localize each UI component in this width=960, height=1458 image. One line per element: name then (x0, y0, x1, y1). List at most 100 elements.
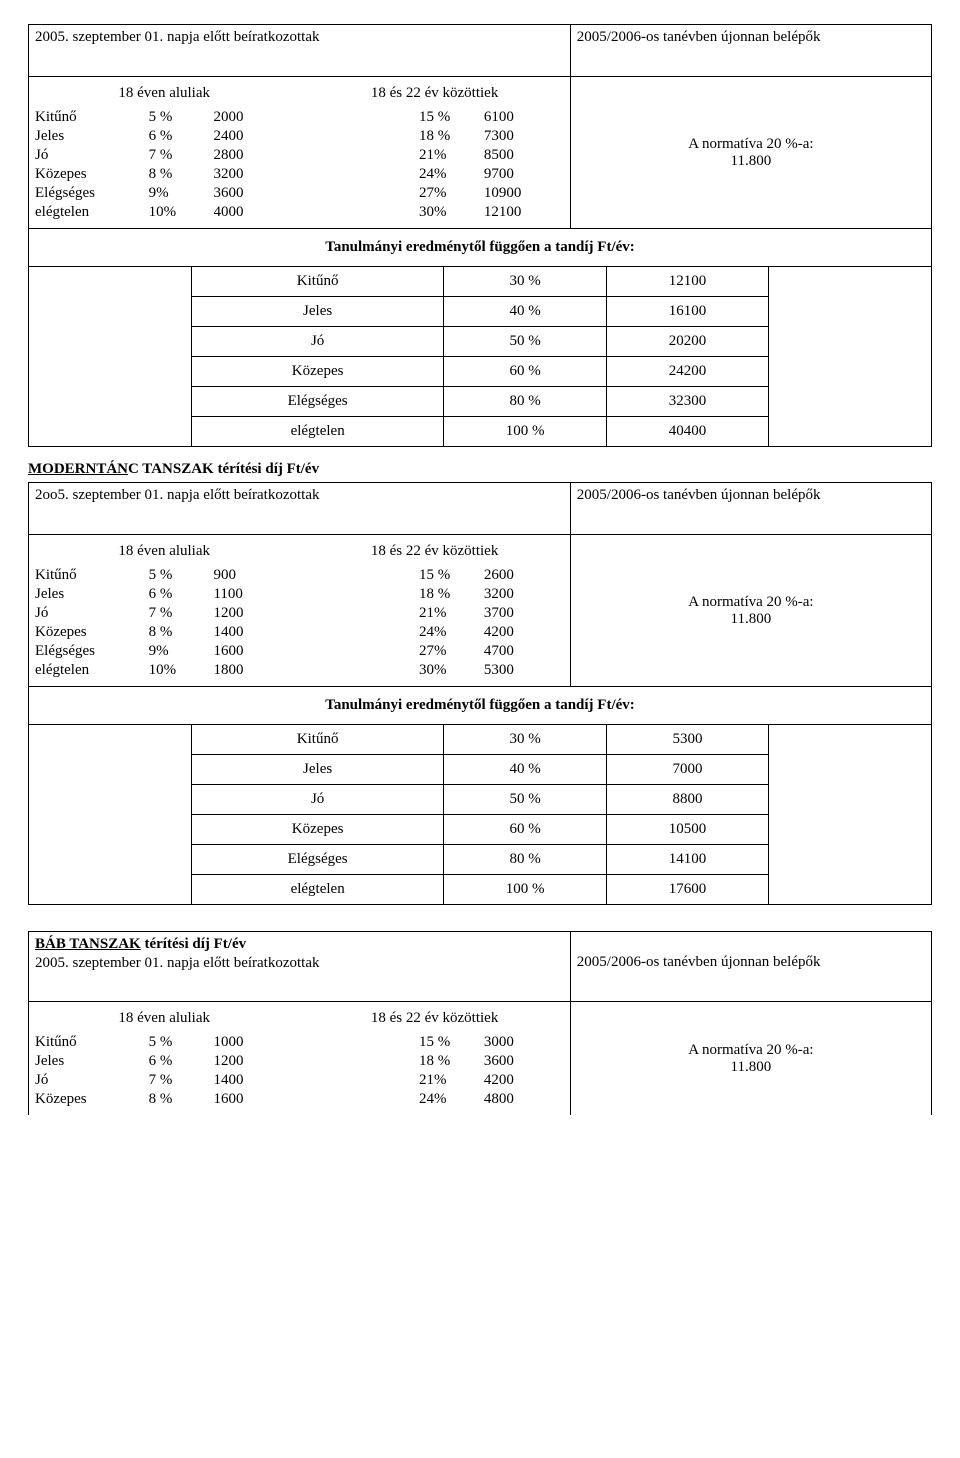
bab-header-new: 2005/2006-os tanévben újonnan belépők (577, 954, 821, 970)
val-cell: 12100 (478, 203, 570, 222)
val-cell: 1400 (207, 1071, 299, 1090)
tandij-grade: Kitűnő (191, 267, 444, 297)
grade-cell: Közepes (29, 1090, 143, 1109)
tandij-side-r (769, 297, 931, 327)
pct-cell: 7 % (143, 146, 208, 165)
tandij-side-r (769, 357, 931, 387)
tandij-side-l (29, 815, 191, 845)
val-cell: 3200 (207, 165, 299, 184)
grade-cell (299, 661, 413, 680)
bab-between: 18 és 22 év közöttiek (299, 1010, 569, 1027)
grade-cell (299, 1052, 413, 1071)
pct-cell: 6 % (143, 127, 208, 146)
val-cell: 1100 (207, 585, 299, 604)
bab-title-u: BÁB TANSZAK (35, 936, 141, 952)
pct-cell: 10% (143, 203, 208, 222)
modern-right-rates: 15 %260018 %320021%370024%420027%470030%… (299, 566, 569, 680)
pct-cell: 10% (143, 661, 208, 680)
tandij-grade: Jó (191, 785, 444, 815)
rate-row: 18 %7300 (299, 127, 569, 146)
val-cell: 3000 (478, 1033, 570, 1052)
tandij-side-l (29, 725, 191, 755)
pct-cell: 21% (413, 1071, 478, 1090)
tandij-pct: 60 % (444, 815, 606, 845)
tandij-row: Jeles40 %16100 (29, 297, 931, 327)
tandij-side-r (769, 387, 931, 417)
val-cell: 1200 (207, 1052, 299, 1071)
rate-row: 24%4200 (299, 623, 569, 642)
grade-cell (299, 127, 413, 146)
grade-cell (299, 1090, 413, 1109)
tandij-side-r (769, 725, 931, 755)
rate-row: Kitűnő5 %2000 (29, 108, 299, 127)
val-cell: 2800 (207, 146, 299, 165)
tandij-row: Közepes60 %10500 (29, 815, 931, 845)
val-cell: 5300 (478, 661, 570, 680)
tandij-row: elégtelen100 %17600 (29, 875, 931, 905)
tandij2-table: Kitűnő30 %5300Jeles40 %7000Jó50 %8800Köz… (29, 725, 931, 904)
tandij-row: Elégséges80 %32300 (29, 387, 931, 417)
grade-cell (299, 623, 413, 642)
tandij-side-l (29, 267, 191, 297)
val-cell: 1000 (207, 1033, 299, 1052)
tandij-val: 17600 (606, 875, 768, 905)
grade-cell: Jó (29, 146, 143, 165)
modern-normativa: A normatíva 20 %-a: 11.800 (570, 535, 931, 687)
tandij-grade: Jeles (191, 297, 444, 327)
tandij-row: elégtelen100 %40400 (29, 417, 931, 447)
rate-row: Közepes8 %3200 (29, 165, 299, 184)
rate-row: 18 %3600 (299, 1052, 569, 1071)
rate-row: Elégséges9%1600 (29, 642, 299, 661)
val-cell: 2600 (478, 566, 570, 585)
rate-row: 21%3700 (299, 604, 569, 623)
val-cell: 4700 (478, 642, 570, 661)
val-cell: 7300 (478, 127, 570, 146)
rate-row: 30%12100 (299, 203, 569, 222)
tandij-side-r (769, 785, 931, 815)
grade-cell (299, 585, 413, 604)
tandij-val: 7000 (606, 755, 768, 785)
val-cell: 10900 (478, 184, 570, 203)
bab-title-rest: térítési díj Ft/év (141, 936, 246, 952)
tandij-val: 5300 (606, 725, 768, 755)
val-cell: 9700 (478, 165, 570, 184)
grade-cell (299, 203, 413, 222)
grade-cell (299, 146, 413, 165)
tandij-title-2: Tanulmányi eredménytől függően a tandíj … (28, 687, 932, 725)
val-cell: 1600 (207, 642, 299, 661)
modern-header-pre: 2oo5. szeptember 01. napja előtt beíratk… (35, 487, 320, 503)
val-cell: 1600 (207, 1090, 299, 1109)
pct-cell: 5 % (143, 108, 208, 127)
rate-row: 24%9700 (299, 165, 569, 184)
grade-cell: Jeles (29, 127, 143, 146)
pct-cell: 7 % (143, 604, 208, 623)
pct-cell: 18 % (413, 585, 478, 604)
pct-cell: 15 % (413, 108, 478, 127)
block1-normativa: A normatíva 20 %-a: 11.800 (570, 77, 931, 229)
tandij-pct: 80 % (444, 387, 606, 417)
rate-row: 15 %2600 (299, 566, 569, 585)
grade-cell: elégtelen (29, 203, 143, 222)
tandij-side-l (29, 875, 191, 905)
modern-normativa-label: A normatíva 20 %-a: (577, 594, 925, 611)
val-cell: 2400 (207, 127, 299, 146)
pct-cell: 15 % (413, 566, 478, 585)
tandij-grade: elégtelen (191, 417, 444, 447)
tandij-pct: 30 % (444, 267, 606, 297)
bab-normativa-value: 11.800 (577, 1059, 925, 1076)
tandij-grade: Elégséges (191, 845, 444, 875)
tandij-side-r (769, 417, 931, 447)
rate-row: 15 %6100 (299, 108, 569, 127)
val-cell: 4200 (478, 623, 570, 642)
pct-cell: 24% (413, 1090, 478, 1109)
block1-table: 2005. szeptember 01. napja előtt beíratk… (28, 24, 932, 229)
grade-cell: Közepes (29, 165, 143, 184)
val-cell: 4200 (478, 1071, 570, 1090)
between-heading: 18 és 22 év közöttiek (299, 85, 569, 102)
bab-right-rates: 15 %300018 %360021%420024%4800 (299, 1033, 569, 1109)
block1-left-rates: Kitűnő5 %2000Jeles6 %2400Jó7 %2800Közepe… (29, 108, 299, 222)
tandij-row: Jó50 %8800 (29, 785, 931, 815)
grade-cell (299, 642, 413, 661)
modern-table: 2oo5. szeptember 01. napja előtt beíratk… (28, 482, 932, 687)
rate-row: 27%4700 (299, 642, 569, 661)
